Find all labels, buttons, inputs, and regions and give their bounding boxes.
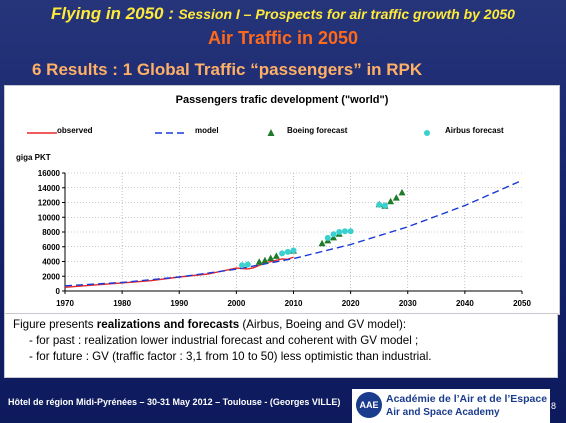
page-number: 8 bbox=[551, 401, 557, 411]
boeing-forecast-legend-symbol bbox=[267, 129, 275, 136]
chart-plot-area: 0 2000 4000 6000 8000 10000 12000 14000 16000 197… bbox=[38, 169, 532, 308]
slide-subtitle: 6 Results : 1 Global Traffic “passengers… bbox=[32, 60, 423, 79]
x-tick-label: 1970 bbox=[56, 299, 74, 308]
chart-legend: observed model Boeing forecast Airbus forec… bbox=[5, 126, 559, 140]
airbus-forecast-point bbox=[381, 202, 388, 209]
caption-bullet-future: - for future : GV (traffic factor : 3,1 … bbox=[29, 350, 432, 363]
presentation-title: Flying in 2050 : bbox=[51, 4, 174, 23]
airbus-forecast-legend-label: Airbus forecast bbox=[445, 126, 504, 135]
airbus-forecast-point bbox=[376, 201, 383, 208]
model-legend-label: model bbox=[195, 126, 219, 135]
airbus-forecast-point bbox=[324, 234, 331, 241]
y-axis-label: giga PKT bbox=[16, 153, 51, 162]
boeing-forecast-point bbox=[267, 254, 275, 262]
boeing-forecast-point bbox=[318, 239, 326, 247]
y-tick-label: 2000 bbox=[42, 272, 60, 281]
boeing-forecast-point bbox=[398, 188, 406, 196]
y-tick-label: 8000 bbox=[42, 228, 60, 237]
airbus-forecast-point bbox=[279, 250, 286, 257]
airbus-forecast-legend-symbol bbox=[424, 130, 430, 136]
boeing-forecast-point bbox=[255, 258, 263, 265]
x-tick-label: 2010 bbox=[285, 299, 303, 308]
y-tick-label: 12000 bbox=[38, 199, 61, 208]
x-tick-label: 2000 bbox=[227, 299, 245, 308]
x-tick-label: 2050 bbox=[513, 299, 531, 308]
boeing-forecast-point bbox=[272, 252, 280, 259]
caption-intro: Figure presents realizations and forecas… bbox=[13, 318, 407, 331]
y-tick-label: 16000 bbox=[38, 169, 61, 178]
caption-bullet-past: - for past : realization lower industria… bbox=[29, 334, 419, 347]
airbus-forecast-point bbox=[284, 248, 291, 255]
observed-legend-symbol bbox=[27, 132, 57, 134]
airbus-forecast-point bbox=[341, 228, 348, 235]
observed-legend-label: observed bbox=[57, 126, 93, 135]
caption-box: Figure presents realizations and forecas… bbox=[4, 313, 558, 378]
airbus-forecast-point bbox=[290, 247, 297, 254]
airbus-forecast-point bbox=[336, 229, 343, 235]
session-title: Session I – Prospects for air traffic gr… bbox=[178, 6, 515, 22]
academy-name-en: Air and Space Academy bbox=[386, 407, 500, 418]
chart-panel: Passengers trafic development ("world") … bbox=[4, 85, 560, 315]
x-tick-label: 2040 bbox=[456, 299, 474, 308]
presentation-header: Flying in 2050 : Session I – Prospects f… bbox=[0, 4, 566, 24]
boeing-forecast-point bbox=[261, 256, 269, 264]
boeing-forecast-point bbox=[392, 194, 400, 201]
airbus-forecast-point bbox=[347, 228, 354, 235]
x-tick-label: 2030 bbox=[399, 299, 417, 308]
chart-title: Passengers trafic development ("world") bbox=[175, 94, 389, 106]
footer-event-text: Hôtel de région Midi-Pyrénées – 30-31 Ma… bbox=[8, 397, 341, 407]
y-tick-label: 4000 bbox=[42, 258, 60, 267]
airbus-forecast-point bbox=[244, 261, 251, 268]
x-tick-label: 1990 bbox=[170, 299, 188, 308]
boeing-forecast-point bbox=[387, 197, 395, 205]
model-legend-symbol bbox=[155, 132, 185, 134]
y-tick-label: 14000 bbox=[38, 184, 61, 193]
y-tick-label: 0 bbox=[56, 287, 61, 296]
academy-logo: AAE Académie de l’Air et de l’Espace Air… bbox=[352, 389, 550, 423]
model-line bbox=[64, 179, 523, 287]
x-tick-label: 1980 bbox=[113, 299, 131, 308]
academy-name-fr: Académie de l’Air et de l’Espace bbox=[386, 393, 548, 405]
y-tick-label: 6000 bbox=[42, 243, 60, 252]
academy-emblem-icon: AAE bbox=[356, 392, 382, 418]
x-tick-label: 2020 bbox=[342, 299, 360, 308]
airbus-forecast-point bbox=[239, 262, 246, 269]
y-tick-label: 10000 bbox=[38, 213, 61, 222]
caption-emphasis: realizations and forecasts bbox=[96, 318, 240, 331]
airbus-forecast-point bbox=[330, 231, 337, 238]
boeing-forecast-legend-label: Boeing forecast bbox=[287, 126, 348, 135]
slide-title: Air Traffic in 2050 bbox=[207, 28, 359, 48]
